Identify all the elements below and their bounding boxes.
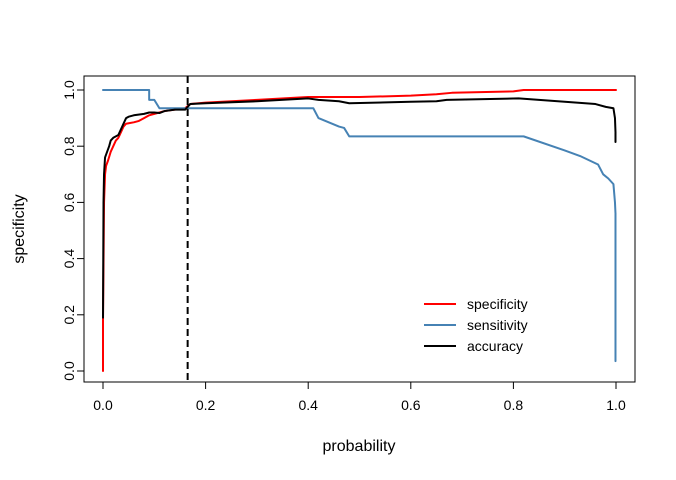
y-tick-label: 0.2 (61, 305, 77, 325)
y-tick-label: 1.0 (61, 80, 77, 100)
y-tick-label: 0.4 (61, 249, 77, 269)
x-tick-label: 0.4 (298, 397, 318, 413)
x-tick-label: 0.8 (504, 397, 524, 413)
x-tick-label: 1.0 (606, 397, 626, 413)
x-axis-label: probability (323, 438, 396, 455)
y-tick-label: 0.0 (61, 361, 77, 381)
y-tick-label: 0.8 (61, 136, 77, 156)
x-tick-label: 0.2 (196, 397, 216, 413)
axes: 0.0 0.2 0.4 0.6 0.8 1.0 0.0 0.2 0.4 0.6 0.8 1.0 (61, 80, 626, 413)
legend-label-accuracy: accuracy (467, 338, 523, 354)
y-tick-label: 0.6 (61, 192, 77, 212)
x-tick-label: 0.0 (93, 397, 113, 413)
plot-frame (83, 75, 636, 383)
series-line-accuracy (102, 97, 617, 319)
series-line-specificity (102, 89, 617, 372)
legend-label-specificity: specificity (467, 296, 528, 312)
legend-label-sensitivity: sensitivity (467, 317, 528, 333)
y-axis-label: specificity (11, 194, 28, 263)
x-tick-label: 0.6 (401, 397, 421, 413)
plot-area-border (83, 75, 636, 383)
legend: specificity sensitivity accuracy (424, 296, 528, 354)
series-line-sensitivity (102, 89, 617, 363)
series-layer (102, 76, 617, 382)
